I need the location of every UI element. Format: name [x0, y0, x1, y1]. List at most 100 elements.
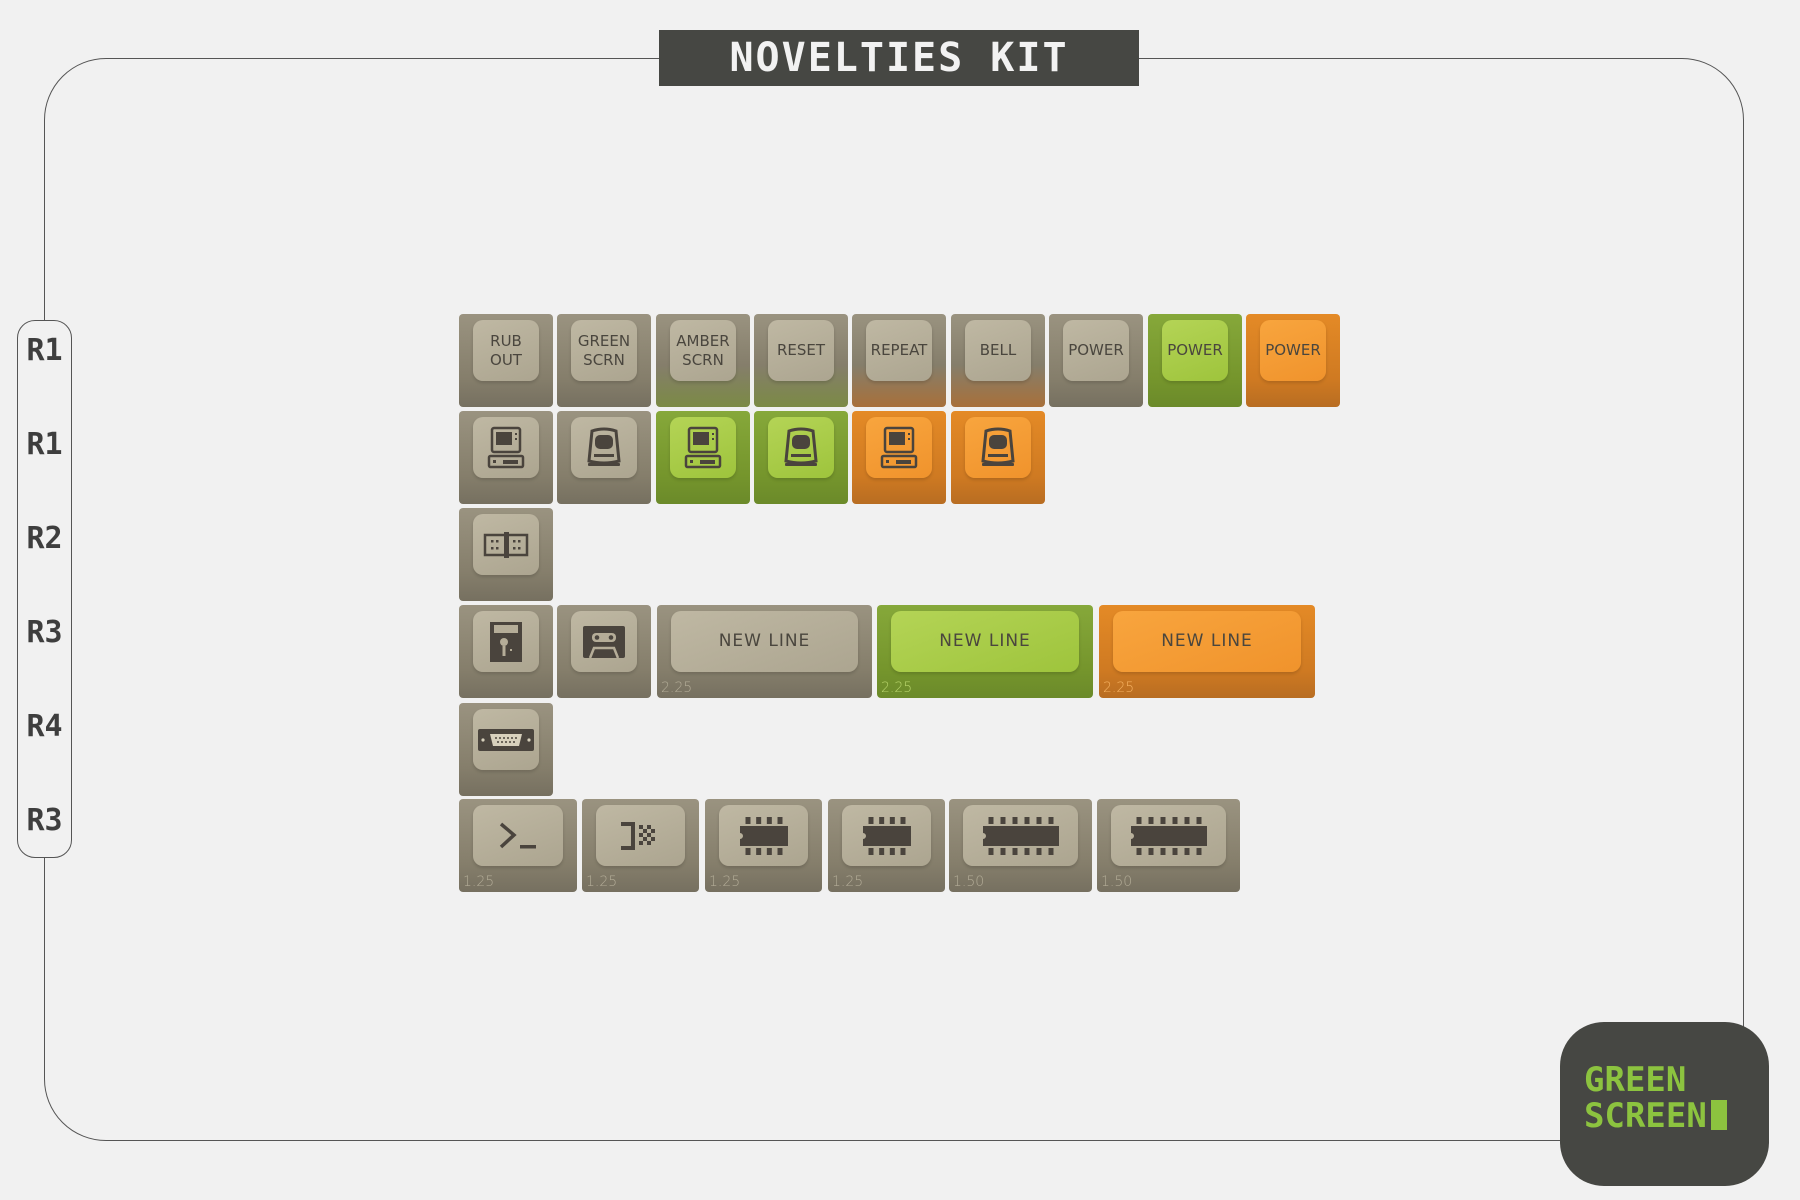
keycap-legend: POWER [1063, 320, 1129, 381]
keycap-legend [473, 611, 539, 672]
keycap-label: AMBER SCRN [676, 331, 730, 369]
keycap-legend [473, 417, 539, 478]
keycap-legend: RESET [768, 320, 834, 381]
keycap [656, 411, 750, 504]
keycap [852, 411, 946, 504]
keycap-label: GREEN SCRN [577, 331, 631, 369]
keycap: BELL [951, 314, 1045, 407]
keycap [459, 508, 553, 601]
keycap-legend: POWER [1260, 320, 1326, 381]
keycap-legend: NEW LINE [1113, 611, 1301, 672]
green-screen-logo: GREEN SCREEN [1560, 1022, 1769, 1186]
keycap-legend [719, 805, 808, 866]
keycap: NEW LINE 2.25 [1099, 605, 1315, 698]
keycap-legend [963, 805, 1078, 866]
keycap: 1.25 [582, 799, 699, 892]
row-label: R4 [26, 709, 63, 744]
keycap-label: POWER [1068, 341, 1124, 359]
keycap: 1.50 [1097, 799, 1240, 892]
keycap-legend: RUB OUT [473, 320, 539, 381]
keycap-legend [596, 805, 685, 866]
row-label: R3 [26, 615, 63, 650]
keycap-legend [842, 805, 931, 866]
keycap-size-label: 2.25 [881, 680, 913, 696]
keycap: NEW LINE 2.25 [657, 605, 872, 698]
keycap-legend [768, 417, 834, 478]
desktop-computer-icon [486, 426, 526, 470]
chip-icon [862, 816, 911, 856]
keycap: NEW LINE 2.25 [877, 605, 1093, 698]
terminal-monitor-icon [978, 427, 1018, 469]
keycap: 1.50 [949, 799, 1092, 892]
serial-port-icon [478, 727, 534, 753]
terminal-monitor-icon [584, 427, 624, 469]
page-title: NOVELTIES KIT [659, 30, 1139, 86]
keycap-legend: BELL [965, 320, 1031, 381]
command-prompt-icon [498, 821, 538, 851]
keycap-label: RESET [776, 341, 826, 359]
keycap-size-label: 1.25 [709, 874, 741, 890]
keycap-size-label: 1.25 [463, 874, 495, 890]
keycap-size-label: 2.25 [1103, 680, 1135, 696]
keycap-size-label: 1.50 [1101, 874, 1133, 890]
keycap-label: POWER [1265, 341, 1321, 359]
keycap [754, 411, 848, 504]
keycap-legend: GREEN SCRN [571, 320, 637, 381]
keycap-label: NEW LINE [939, 631, 1031, 651]
keycap-legend [965, 417, 1031, 478]
terminal-monitor-icon [781, 427, 821, 469]
keycap: RESET [754, 314, 848, 407]
keycap-label: BELL [979, 341, 1017, 359]
keycap-size-label: 2.25 [661, 680, 693, 696]
row-label: R2 [26, 521, 63, 556]
keycap [459, 411, 553, 504]
desktop-computer-icon [683, 426, 723, 470]
keycap-legend [1111, 805, 1226, 866]
logo-line2: SCREEN [1584, 1096, 1707, 1136]
keycap-legend [866, 417, 932, 478]
keycap [459, 703, 553, 796]
chip-wide-icon [982, 816, 1059, 856]
keycap-legend [473, 805, 563, 866]
keycap-legend: NEW LINE [671, 611, 858, 672]
keycap: AMBER SCRN [656, 314, 750, 407]
keycap: POWER [1049, 314, 1143, 407]
row-labels: R1 R1 R2 R3 R4 R3 [17, 320, 72, 858]
chip-icon [739, 816, 788, 856]
keycap [459, 605, 553, 698]
keycap: POWER [1148, 314, 1242, 407]
keycap: 1.25 [705, 799, 822, 892]
logo-line1: GREEN [1584, 1060, 1687, 1100]
cassette-icon [582, 625, 626, 659]
keycap-legend [473, 514, 539, 575]
keycap: 1.25 [828, 799, 945, 892]
keycap-size-label: 1.50 [953, 874, 985, 890]
keycap-label: NEW LINE [718, 631, 811, 651]
keycap [557, 605, 651, 698]
bracket-checker-icon [619, 821, 663, 851]
keycap: 1.25 [459, 799, 577, 892]
keycap-label: NEW LINE [1161, 631, 1253, 651]
keycap-legend: REPEAT [866, 320, 932, 381]
connector-icon [483, 531, 529, 558]
desktop-computer-icon [879, 426, 919, 470]
keycap [557, 411, 651, 504]
keycap-size-label: 1.25 [586, 874, 618, 890]
row-label: R1 [26, 427, 63, 462]
floppy-disk-icon [489, 621, 523, 663]
keycap: RUB OUT [459, 314, 553, 407]
keycap-legend: NEW LINE [891, 611, 1079, 672]
row-label: R1 [26, 333, 63, 368]
chip-wide-icon [1130, 816, 1207, 856]
kit-frame [44, 58, 1744, 1141]
keycap [951, 411, 1045, 504]
keycap-label: RUB OUT [490, 331, 522, 369]
keycap-size-label: 1.25 [832, 874, 864, 890]
cursor-block-icon [1710, 1100, 1727, 1130]
keycap-label: REPEAT [870, 341, 928, 359]
keycap-legend [571, 417, 637, 478]
keycap: POWER [1246, 314, 1340, 407]
keycap: REPEAT [852, 314, 946, 407]
keycap-legend [670, 417, 736, 478]
keycap-legend [571, 611, 637, 672]
